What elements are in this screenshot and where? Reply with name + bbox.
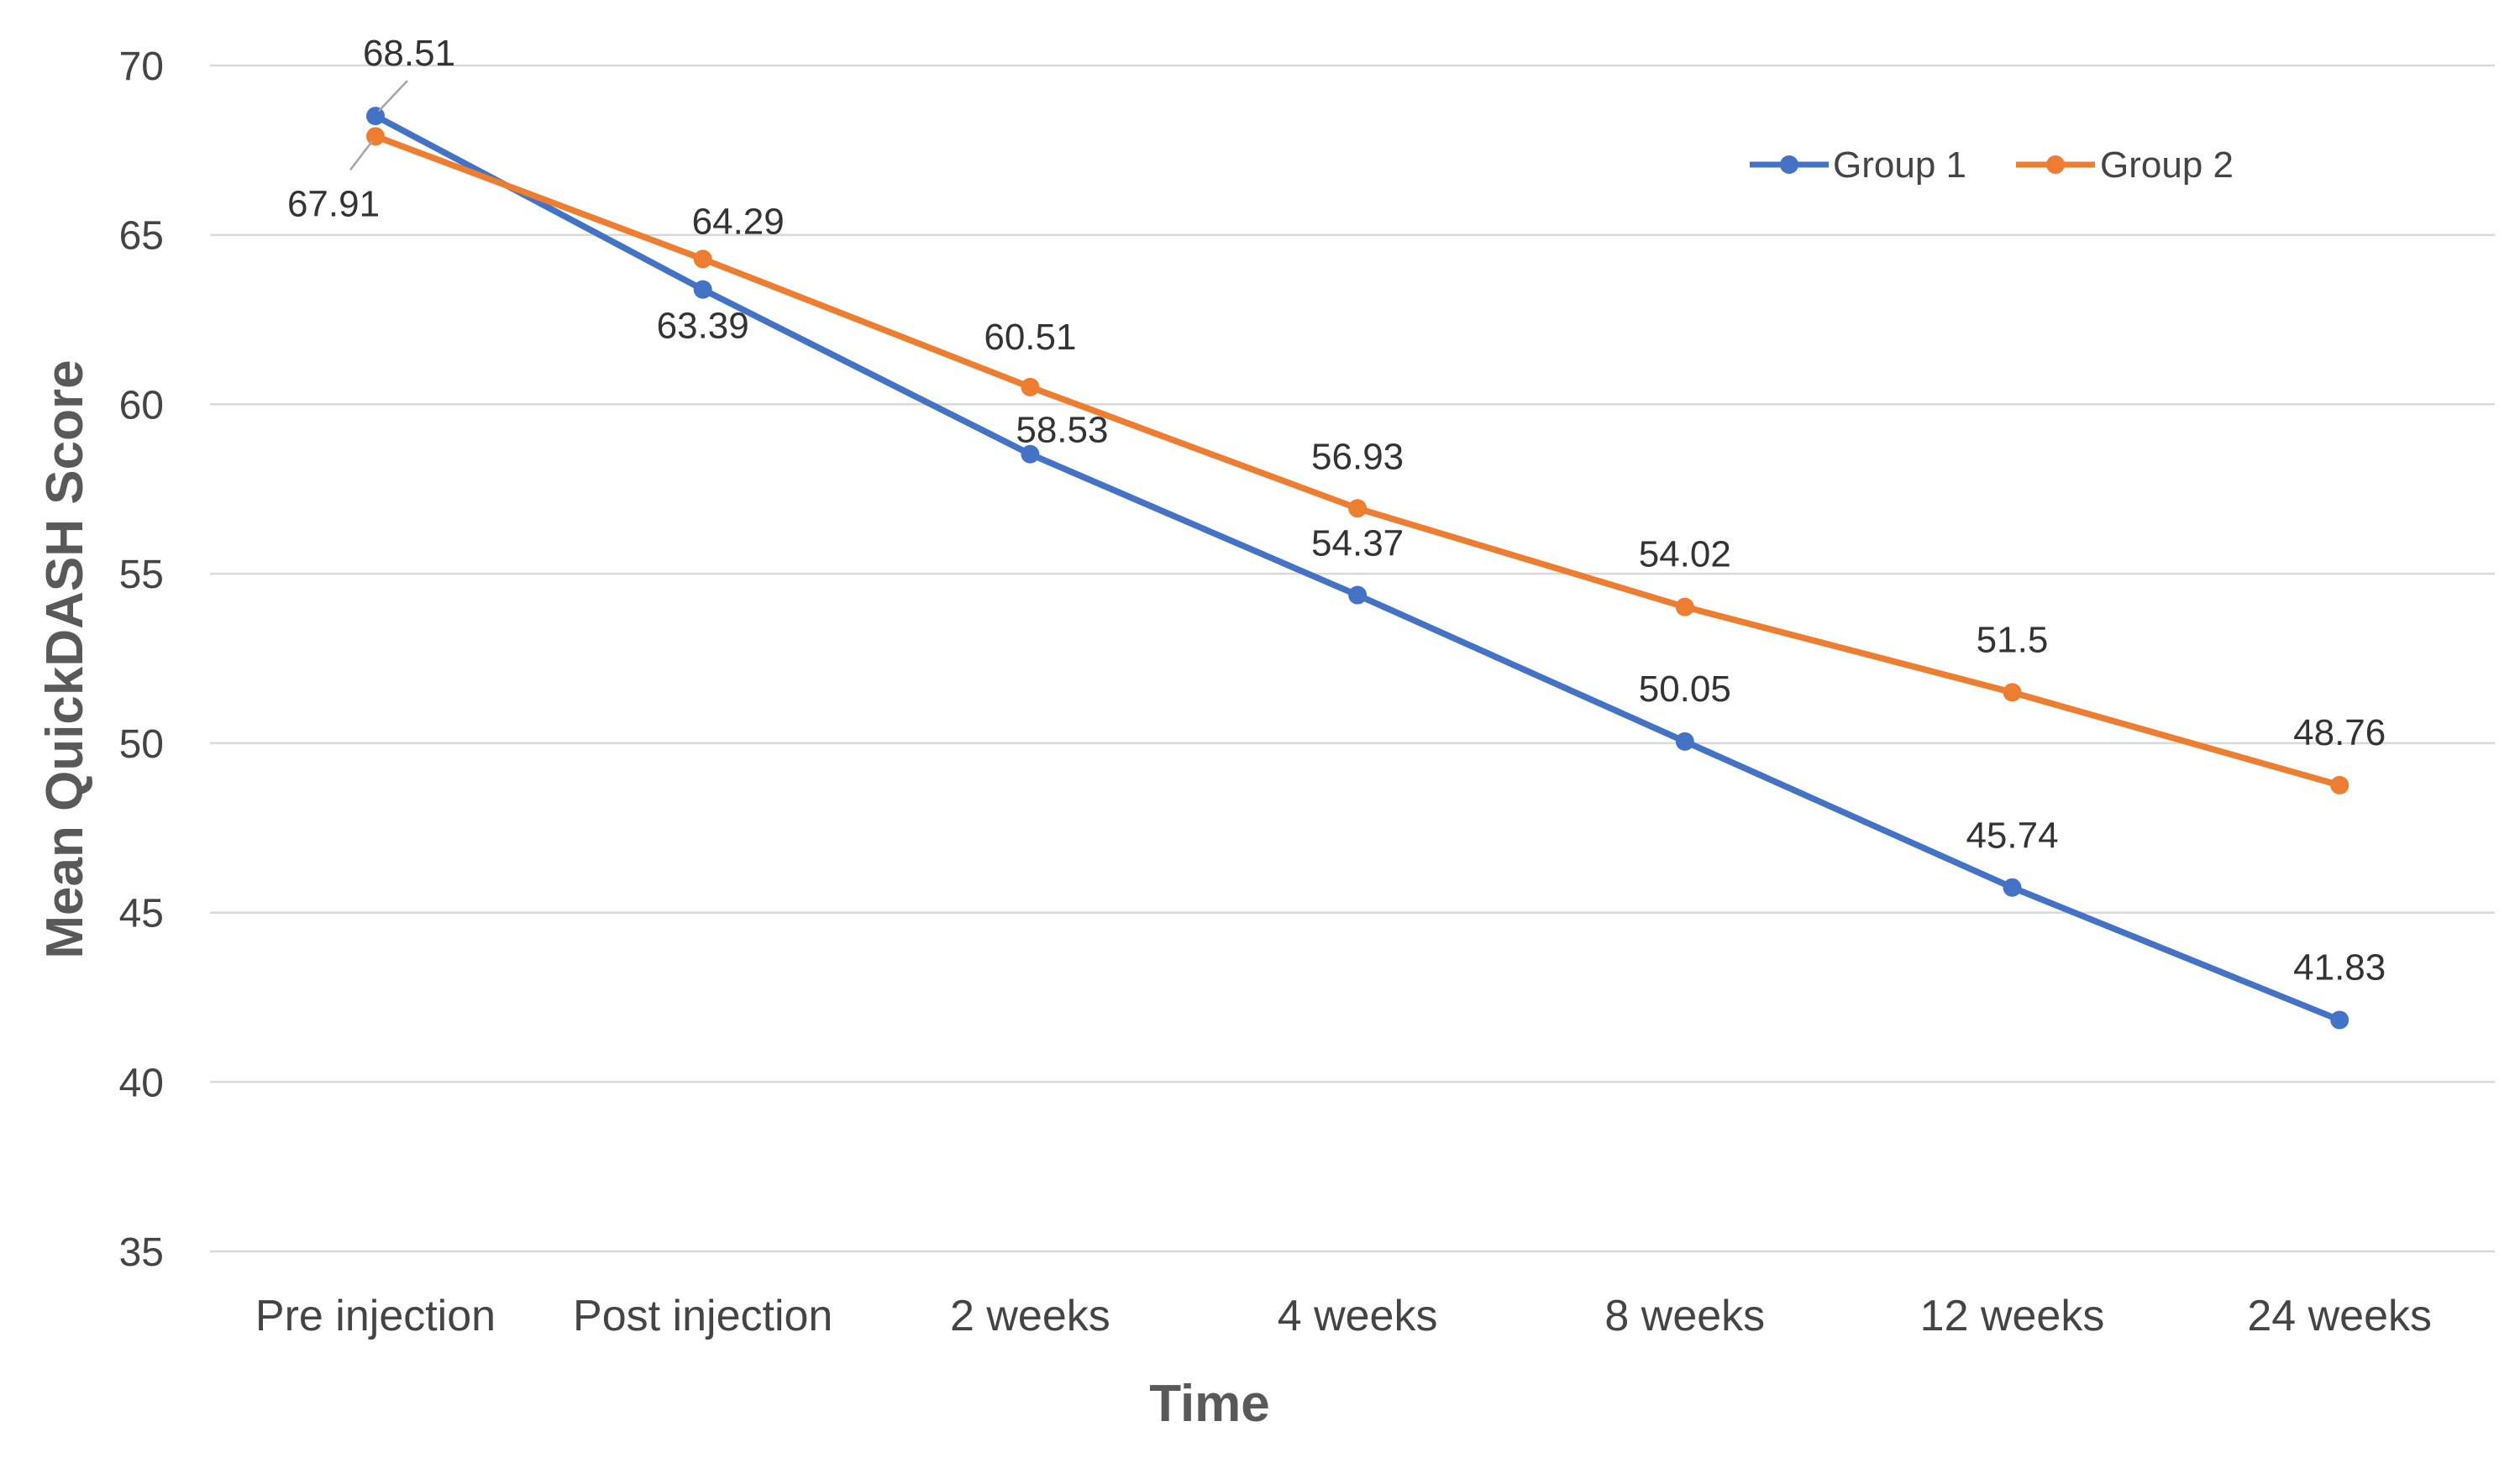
series-lines xyxy=(366,107,2349,1030)
gridlines xyxy=(210,64,2495,1253)
legend-label-group-1: Group 1 xyxy=(1833,144,1966,186)
y-axis-title: Mean QuickDASH Score xyxy=(36,359,94,958)
y-tick-label-65: 65 xyxy=(119,214,164,259)
data-label-group-1-2: 58.53 xyxy=(1016,410,1108,451)
y-tick-label-55: 55 xyxy=(119,553,164,597)
data-labels: 68.51 63.39 58.53 54.37 50.05 45.74 41.83 67.91… xyxy=(287,33,2386,988)
point-group-2-1[interactable] xyxy=(693,249,712,269)
point-group-1-4[interactable] xyxy=(1675,732,1694,751)
data-label-group-1-5: 45.74 xyxy=(1966,816,2058,857)
data-label-group-2-6: 48.76 xyxy=(2293,712,2386,753)
point-group-1-2[interactable] xyxy=(1021,444,1040,464)
data-label-group-1-0: 68.51 xyxy=(363,33,455,74)
point-group-2-0[interactable] xyxy=(366,127,385,146)
legend[interactable]: Group 1 Group 2 xyxy=(1750,144,2234,186)
point-group-2-2[interactable] xyxy=(1021,377,1040,396)
point-group-2-3[interactable] xyxy=(1348,499,1368,518)
point-group-1-1[interactable] xyxy=(693,280,712,299)
legend-marker-group-2 xyxy=(2046,155,2065,174)
data-label-group-1-4: 50.05 xyxy=(1639,669,1731,710)
legend-marker-group-1 xyxy=(1780,155,1798,174)
data-label-group-2-1: 64.29 xyxy=(692,201,785,242)
point-group-1-0[interactable] xyxy=(366,107,385,126)
legend-item-group-1[interactable]: Group 1 xyxy=(1750,144,1966,186)
y-tick-label-50: 50 xyxy=(119,722,164,767)
series-line-group-1[interactable] xyxy=(374,113,2341,1023)
x-tick-label-5: 12 weeks xyxy=(1920,1292,2105,1340)
point-group-2-4[interactable] xyxy=(1675,597,1694,616)
y-tick-label-45: 45 xyxy=(119,892,164,936)
legend-label-group-2: Group 2 xyxy=(2100,144,2234,186)
point-group-2-5[interactable] xyxy=(2003,683,2022,702)
leader-line-group-1 xyxy=(378,80,408,112)
data-label-group-1-1: 63.39 xyxy=(657,306,749,347)
data-label-group-1-3: 54.37 xyxy=(1311,523,1404,564)
y-tick-label-70: 70 xyxy=(119,45,164,89)
y-axis-ticks: 35 40 45 50 55 60 65 70 xyxy=(119,45,164,1275)
y-tick-label-60: 60 xyxy=(119,383,164,427)
point-group-2-6[interactable] xyxy=(2330,775,2349,795)
x-tick-label-3: 4 weeks xyxy=(1278,1292,1438,1340)
data-label-group-2-4: 54.02 xyxy=(1639,534,1731,575)
x-tick-label-4: 8 weeks xyxy=(1604,1292,1765,1340)
data-label-group-2-5: 51.5 xyxy=(1977,619,2049,660)
x-axis-ticks: Pre injection Post injection 2 weeks 4 week… xyxy=(255,1292,2432,1340)
data-label-group-1-6: 41.83 xyxy=(2293,947,2386,988)
data-label-group-2-2: 60.51 xyxy=(984,317,1076,358)
leader-line-group-2 xyxy=(349,140,373,171)
point-group-1-5[interactable] xyxy=(2003,878,2022,897)
x-tick-label-1: Post injection xyxy=(573,1292,832,1340)
y-tick-label-40: 40 xyxy=(119,1061,164,1105)
x-tick-label-6: 24 weeks xyxy=(2247,1292,2432,1340)
legend-item-group-2[interactable]: Group 2 xyxy=(2016,144,2234,186)
data-label-group-2-3: 56.93 xyxy=(1311,436,1404,477)
y-tick-label-35: 35 xyxy=(119,1230,164,1275)
point-group-1-3[interactable] xyxy=(1348,585,1368,605)
x-tick-label-0: Pre injection xyxy=(255,1292,496,1340)
x-axis-title: Time xyxy=(1149,1375,1270,1433)
x-tick-label-2: 2 weeks xyxy=(950,1292,1110,1340)
data-label-group-2-0: 67.91 xyxy=(287,183,380,224)
point-group-1-6[interactable] xyxy=(2330,1010,2349,1030)
